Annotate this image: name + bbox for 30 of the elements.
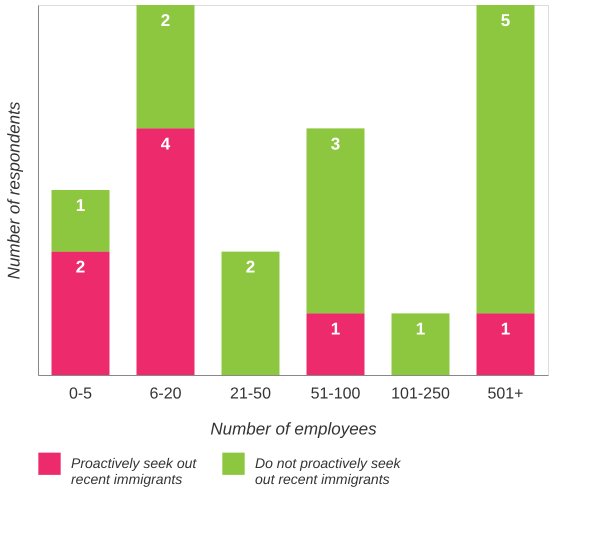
x-tick-label: 501+ [487,386,524,402]
x-tick-label: 21-50 [230,386,272,402]
data-label: 1 [500,319,510,338]
bar [136,5,194,128]
y-axis-title: Number of respondents [4,101,24,280]
bar [52,252,110,375]
data-label: 2 [246,258,256,277]
legend-label: Proactively seek out recent immigrants [71,454,198,487]
x-tick-label: 101-250 [391,386,450,402]
bar [306,128,364,314]
x-tick-label: 6-20 [149,386,182,402]
bar [392,313,450,375]
x-tick-label: 0-5 [68,386,92,402]
data-label: 5 [500,11,510,30]
data-label: 1 [416,319,426,338]
bar [222,252,280,375]
bar [476,5,534,314]
data-label: 4 [160,134,171,154]
bar [136,128,194,375]
bar [476,313,534,375]
data-label: 1 [330,319,340,338]
x-tick-label: 51-100 [310,386,361,402]
legend-label: Do not proactively seek out recent immigrants [255,454,402,487]
x-axis-title: Number of employees [210,420,378,438]
data-label: 2 [160,11,170,30]
bar [52,190,110,252]
bar [306,313,364,375]
data-label: 2 [76,258,86,277]
data-label: 3 [330,134,340,154]
data-label: 1 [76,196,86,215]
